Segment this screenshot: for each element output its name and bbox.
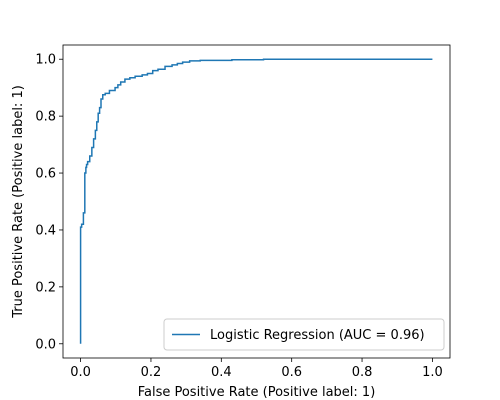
- legend-entry-label: Logistic Regression (AUC = 0.96): [210, 328, 425, 343]
- x-tick-label: 0.6: [281, 365, 302, 380]
- y-tick-label: 0.6: [35, 167, 56, 182]
- y-tick-label: 0.4: [35, 223, 56, 238]
- y-axis-label: True Positive Rate (Positive label: 1): [11, 85, 26, 319]
- plot-frame: [62, 44, 451, 359]
- axes: 0.0 0.2 0.4 0.6 0.8 1.0 0.0 0.2 0.4 0.6 0.8 1.0: [35, 44, 451, 380]
- legend-box: [163, 318, 445, 351]
- roc-curve-line: [79, 58, 433, 344]
- x-axis-label: False Positive Rate (Positive label: 1): [138, 385, 376, 400]
- x-tick-label: 0.8: [352, 365, 373, 380]
- y-tick-label: 0.8: [35, 110, 56, 125]
- y-tick-label: 0.2: [35, 280, 56, 295]
- y-tick-label: 1.0: [35, 53, 56, 68]
- y-tick-label: 0.0: [35, 337, 56, 352]
- x-tick-label: 0.0: [70, 365, 91, 380]
- x-tick-label: 0.4: [211, 365, 232, 380]
- legend: Logistic Regression (AUC = 0.96): [163, 318, 445, 351]
- x-tick-label: 0.2: [141, 365, 162, 380]
- x-tick-label: 1.0: [422, 365, 443, 380]
- plot-area: [79, 58, 433, 344]
